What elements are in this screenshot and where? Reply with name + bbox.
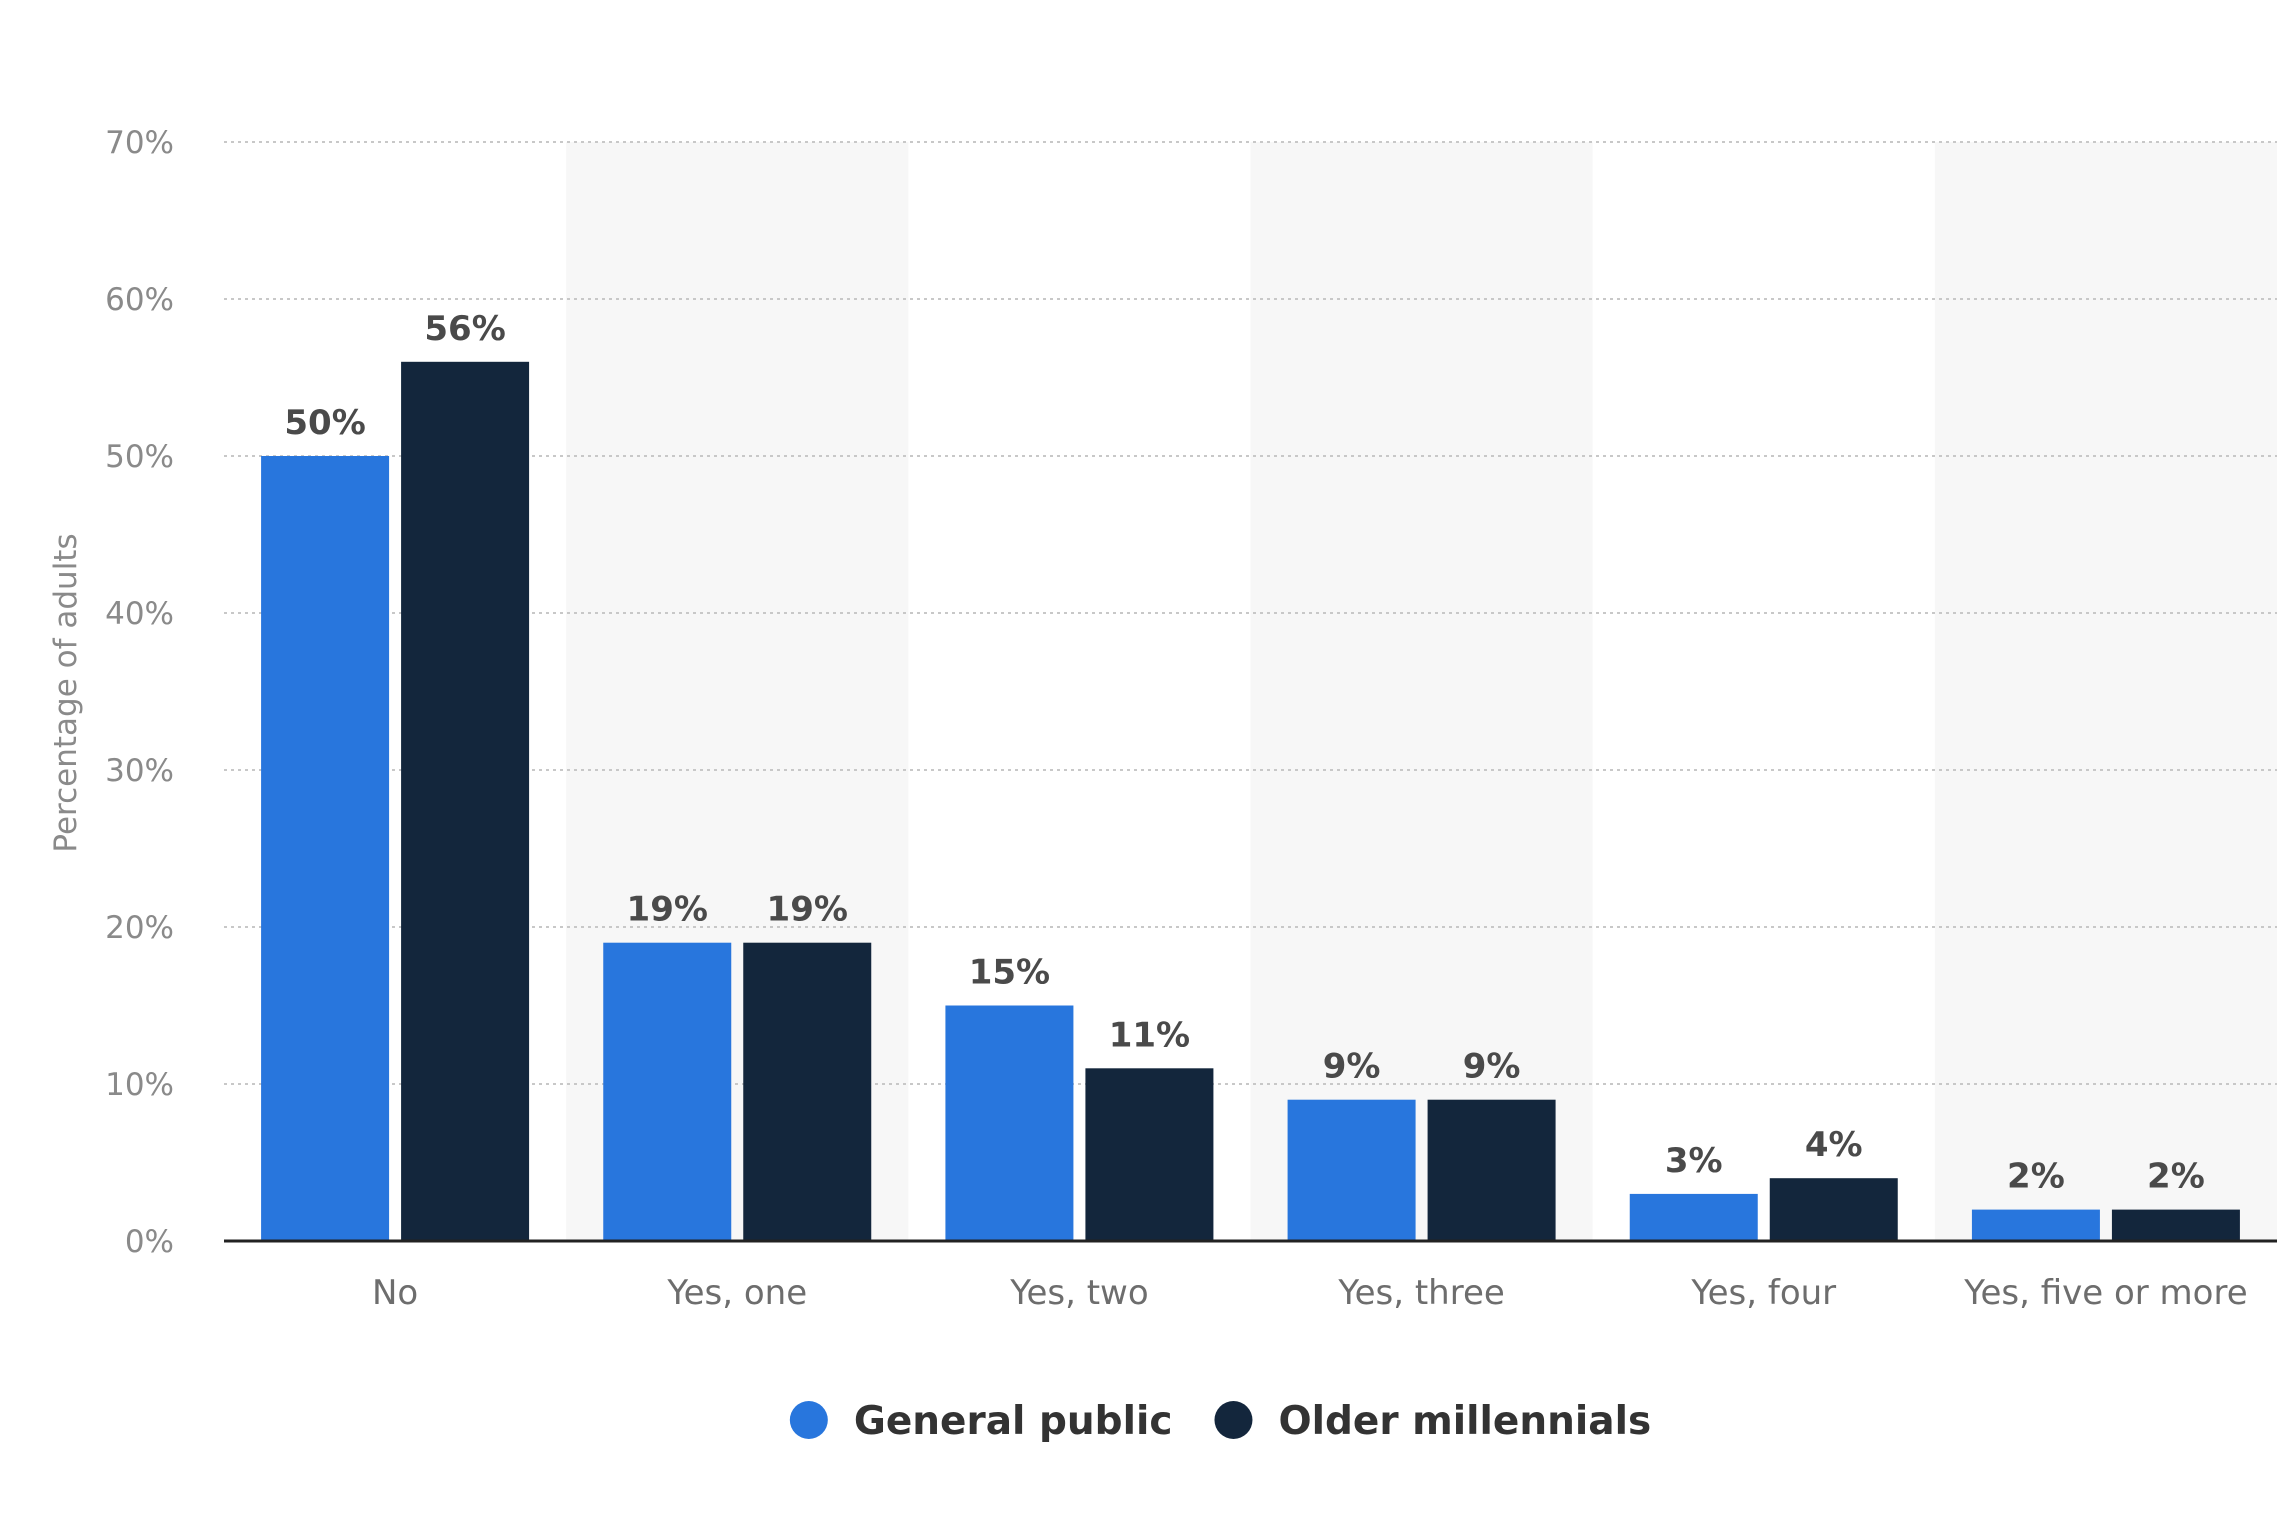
y-axis-label: Percentage of adults bbox=[48, 533, 84, 852]
bar-general-public[interactable] bbox=[1971, 1209, 2100, 1241]
bar-older-millennials[interactable] bbox=[401, 361, 530, 1241]
y-tick-label: 50% bbox=[105, 439, 174, 475]
y-tick-label: 20% bbox=[105, 910, 174, 946]
y-tick-label: 30% bbox=[105, 753, 174, 789]
data-label: 15% bbox=[969, 953, 1050, 993]
data-label: 50% bbox=[284, 403, 365, 443]
bar-general-public[interactable] bbox=[603, 942, 732, 1241]
x-category-label: Yes, one bbox=[666, 1273, 807, 1313]
x-category-label: No bbox=[372, 1273, 418, 1313]
y-tick-label: 40% bbox=[105, 596, 174, 632]
legend-label: General public bbox=[854, 1399, 1173, 1444]
data-label: 2% bbox=[2007, 1157, 2065, 1197]
legend-marker-icon bbox=[789, 1401, 828, 1439]
bar-older-millennials[interactable] bbox=[2111, 1209, 2240, 1241]
data-label: 19% bbox=[767, 890, 848, 930]
data-label: 56% bbox=[424, 309, 505, 349]
data-labels: 50% 56% 19% 19% 15% 11% 9% 9% 3% 4% 2% 2% bbox=[284, 309, 2204, 1197]
bar-general-public[interactable] bbox=[1629, 1193, 1758, 1241]
data-label: 11% bbox=[1109, 1015, 1190, 1055]
y-tick-label: 70% bbox=[105, 125, 174, 161]
bars bbox=[261, 361, 2240, 1242]
y-tick-label: 10% bbox=[105, 1067, 174, 1103]
bar-older-millennials[interactable] bbox=[1085, 1068, 1214, 1241]
legend-marker-icon bbox=[1214, 1401, 1253, 1439]
data-label: 3% bbox=[1665, 1141, 1723, 1181]
data-label: 9% bbox=[1323, 1047, 1381, 1087]
bar-general-public[interactable] bbox=[945, 1005, 1074, 1242]
x-category-label: Yes, two bbox=[1009, 1273, 1148, 1313]
x-category-label: Yes, four bbox=[1690, 1273, 1836, 1313]
x-category-label: Yes, five or more bbox=[1963, 1273, 2247, 1313]
data-label: 4% bbox=[1805, 1125, 1863, 1165]
category-band bbox=[1250, 142, 1593, 1241]
data-label: 9% bbox=[1463, 1047, 1521, 1087]
x-axis-categories: No Yes, one Yes, two Yes, three Yes, four Yes… bbox=[372, 1273, 2248, 1313]
y-tick-label: 0% bbox=[125, 1224, 174, 1260]
bar-general-public[interactable] bbox=[261, 456, 390, 1241]
x-category-label: Yes, three bbox=[1337, 1273, 1504, 1313]
legend-label: Older millennials bbox=[1278, 1399, 1651, 1444]
data-label: 19% bbox=[627, 890, 708, 930]
legend: General public Older millennials bbox=[789, 1399, 1651, 1444]
category-band bbox=[1934, 142, 2277, 1241]
y-axis-ticks: 0% 10% 20% 30% 40% 50% 60% 70% bbox=[105, 125, 174, 1260]
category-bands bbox=[566, 142, 2277, 1241]
legend-item[interactable]: General public bbox=[789, 1399, 1173, 1444]
bar-general-public[interactable] bbox=[1287, 1099, 1416, 1241]
bar-older-millennials[interactable] bbox=[743, 942, 872, 1241]
bar-older-millennials[interactable] bbox=[1427, 1099, 1556, 1241]
legend-item[interactable]: Older millennials bbox=[1214, 1399, 1651, 1444]
data-label: 2% bbox=[2147, 1157, 2205, 1197]
gridlines bbox=[224, 141, 2277, 1085]
y-tick-label: 60% bbox=[105, 282, 174, 318]
bar-older-millennials[interactable] bbox=[1769, 1178, 1898, 1241]
